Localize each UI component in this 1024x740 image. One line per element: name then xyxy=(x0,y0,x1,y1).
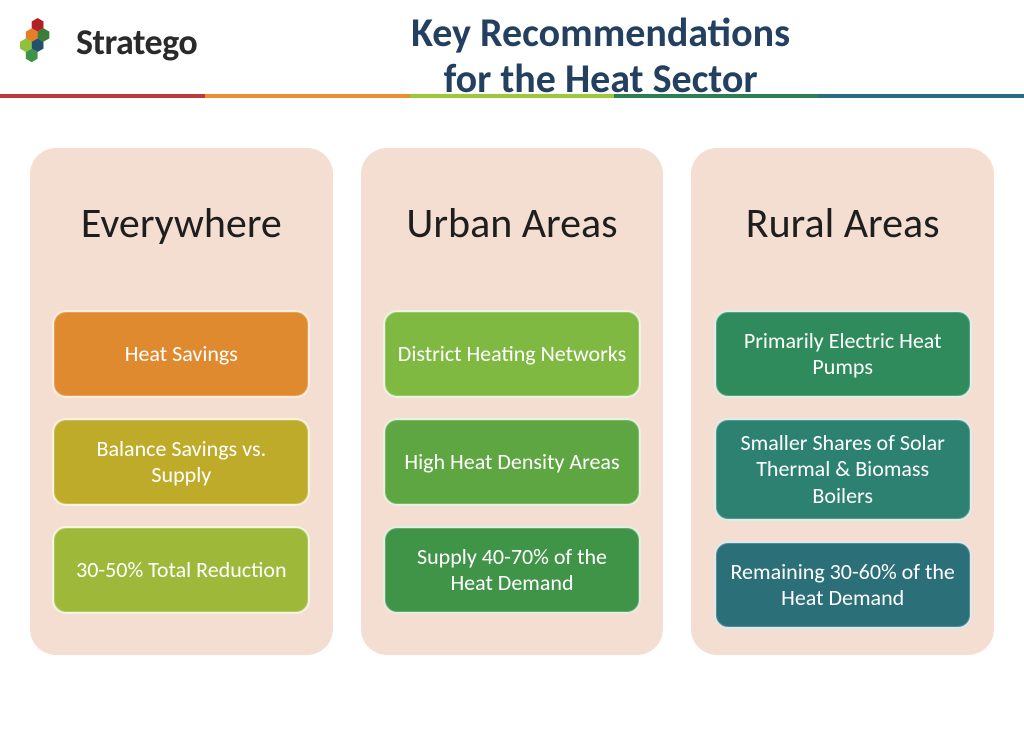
accent-segment xyxy=(205,94,410,98)
column-title: Rural Areas xyxy=(746,166,940,282)
tile-2-2: Remaining 30-60% of the Heat Demand xyxy=(714,541,972,629)
tile-0-2: 30-50% Total Reduction xyxy=(52,526,310,614)
column-title: Everywhere xyxy=(81,166,282,282)
accent-bar xyxy=(0,94,1024,98)
tile-1-0: District Heating Networks xyxy=(383,310,641,398)
column-2: Rural Areas Primarily Electric Heat Pumps… xyxy=(691,148,994,655)
stratego-logo-icon xyxy=(20,18,68,66)
brand-block: Stratego xyxy=(20,18,197,66)
column-1: Urban Areas District Heating Networks High… xyxy=(361,148,664,655)
brand-text: Stratego xyxy=(76,20,197,64)
slide-header: Stratego Key Recommendations for the Hea… xyxy=(0,0,1024,98)
recommendation-columns: Everywhere Heat Savings Balance Savings vs… xyxy=(0,98,1024,675)
column-0: Everywhere Heat Savings Balance Savings vs… xyxy=(30,148,333,655)
title-line-1: Key Recommendations xyxy=(411,8,790,57)
column-title: Urban Areas xyxy=(406,166,617,282)
accent-segment xyxy=(0,94,205,98)
accent-segment xyxy=(410,94,615,98)
tile-1-2: Supply 40-70% of the Heat Demand xyxy=(383,526,641,614)
accent-segment xyxy=(614,94,819,98)
tile-2-0: Primarily Electric Heat Pumps xyxy=(714,310,972,398)
tile-2-1: Smaller Shares of Solar Thermal & Biomas… xyxy=(714,418,972,521)
tile-0-0: Heat Savings xyxy=(52,310,310,398)
slide-title: Key Recommendations for the Heat Sector xyxy=(197,10,1004,102)
tile-0-1: Balance Savings vs. Supply xyxy=(52,418,310,506)
accent-segment xyxy=(819,94,1024,98)
tile-1-1: High Heat Density Areas xyxy=(383,418,641,506)
